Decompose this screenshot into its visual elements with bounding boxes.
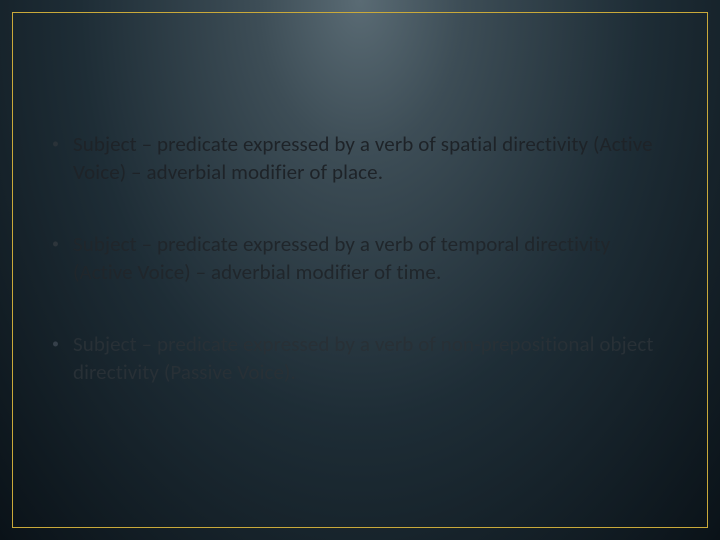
slide: • Subject – predicate expressed by a ver… [0, 0, 720, 540]
bullet-item: • Subject – predicate expressed by a ver… [52, 230, 668, 286]
bullet-marker-icon: • [52, 230, 59, 258]
bullet-item: • Subject – predicate expressed by a ver… [52, 130, 668, 186]
bullet-text: Subject – predicate expressed by a verb … [73, 230, 668, 286]
slide-content: • Subject – predicate expressed by a ver… [52, 130, 668, 430]
bullet-text: Subject – predicate expressed by a verb … [73, 330, 668, 386]
bullet-marker-icon: • [52, 330, 59, 358]
bullet-item: • Subject – predicate expressed by a ver… [52, 330, 668, 386]
bullet-text: Subject – predicate expressed by a verb … [73, 130, 668, 186]
bullet-marker-icon: • [52, 130, 59, 158]
